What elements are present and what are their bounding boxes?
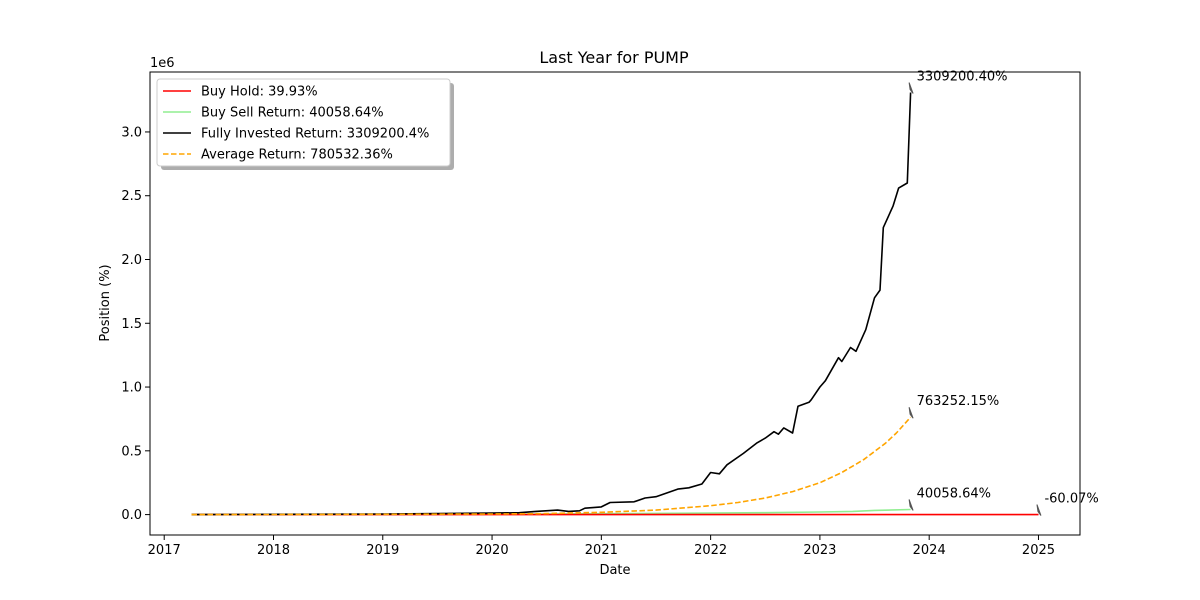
y-tick-label: 1.0 <box>121 381 142 396</box>
legend-entries: Buy Hold: 39.93% Buy Sell Return: 40058.6… <box>163 85 429 163</box>
legend-label-2: Fully Invested Return: 3309200.4% <box>201 127 429 142</box>
annotations-layer: 3309200.40% 763252.15% 40058.64% -60.07% <box>908 70 1099 516</box>
x-tick-label: 2021 <box>585 543 618 558</box>
annotation-arrow <box>908 499 914 511</box>
chart-title: Last Year for PUMP <box>539 48 689 67</box>
annotation-arrow <box>1036 504 1042 516</box>
y-offset-label: 1e6 <box>150 56 175 71</box>
annotation-label-3: -60.07% <box>1044 492 1098 507</box>
x-tick-label: 2024 <box>913 543 946 558</box>
annotation-label-2: 40058.64% <box>917 486 991 501</box>
x-tick-label: 2025 <box>1022 543 1055 558</box>
y-tick-label: 2.5 <box>121 189 142 204</box>
x-tick-label: 2017 <box>148 543 181 558</box>
annotation-arrow <box>908 407 914 419</box>
x-tick-label: 2019 <box>366 543 399 558</box>
annotation-label-1: 763252.15% <box>917 394 1000 409</box>
legend-label-1: Buy Sell Return: 40058.64% <box>201 106 384 121</box>
y-tick-label: 2.0 <box>121 253 142 268</box>
x-tick-label: 2023 <box>803 543 836 558</box>
series-line-2 <box>191 92 912 516</box>
y-tick-label: 0.0 <box>121 508 142 523</box>
y-tick-label: 1.5 <box>121 317 142 332</box>
series-line-3 <box>191 416 912 516</box>
y-axis-label: Position (%) <box>98 264 113 341</box>
annotation-arrow <box>908 82 914 94</box>
annotation-label-0: 3309200.40% <box>917 70 1008 85</box>
x-ticks: 2017 2018 2019 2020 2021 2022 2023 2024 2025 <box>148 535 1055 558</box>
y-tick-label: 3.0 <box>121 125 142 140</box>
legend-label-0: Buy Hold: 39.93% <box>201 85 318 100</box>
legend: Buy Hold: 39.93% Buy Sell Return: 40058.6… <box>156 78 454 170</box>
x-tick-label: 2022 <box>694 543 727 558</box>
y-ticks: 0.0 0.5 1.0 1.5 2.0 2.5 3.0 <box>121 125 150 523</box>
series-layer <box>191 92 1039 516</box>
legend-label-3: Average Return: 780532.36% <box>201 148 393 163</box>
legend-box <box>156 78 451 167</box>
plot-frame <box>149 71 1081 536</box>
x-tick-label: 2018 <box>257 543 290 558</box>
y-tick-label: 0.5 <box>121 444 142 459</box>
x-axis-label: Date <box>599 563 630 578</box>
x-tick-label: 2020 <box>476 543 509 558</box>
